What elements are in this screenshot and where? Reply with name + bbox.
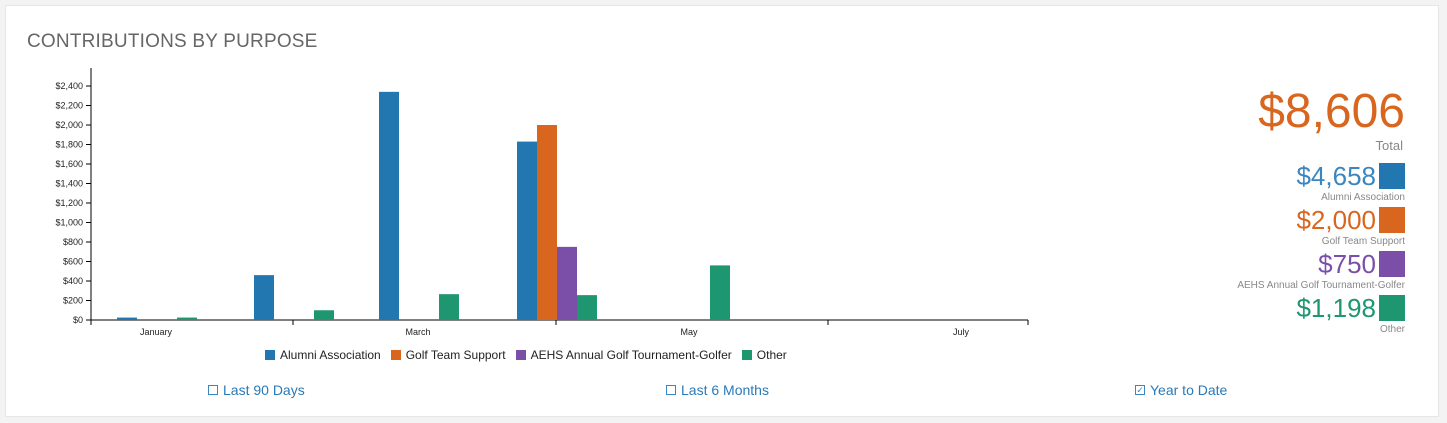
bar: [557, 246, 577, 320]
summary-swatch: [1379, 295, 1405, 321]
checkbox-icon[interactable]: [666, 385, 676, 395]
legend-label: Golf Team Support: [405, 348, 506, 362]
y-tick-label: $2,400: [55, 81, 83, 91]
legend-swatch: [741, 350, 752, 360]
bar: [577, 295, 597, 320]
range-label: Last 6 Months: [681, 382, 769, 398]
y-tick-label: $400: [63, 276, 83, 286]
summary-row-golf-team: $2,000: [1237, 207, 1405, 233]
y-tick-label: $1,400: [55, 179, 83, 189]
chart-legend: Alumni Association Golf Team Support AEH…: [265, 348, 787, 362]
range-year-to-date[interactable]: ✓ Year to Date: [1135, 382, 1227, 398]
y-tick-label: $1,800: [55, 140, 83, 150]
summary-value: $4,658: [1296, 161, 1376, 191]
legend-item-aehs: AEHS Annual Golf Tournament-Golfer: [515, 348, 732, 362]
legend-item-golf-team: Golf Team Support: [390, 348, 506, 362]
summary-swatch: [1379, 163, 1405, 189]
x-tick-label: July: [953, 327, 970, 337]
page-title: CONTRIBUTIONS BY PURPOSE: [27, 31, 318, 52]
summary-value: $750: [1318, 249, 1376, 279]
chart-panel: CONTRIBUTIONS BY PURPOSE $0 $200 $400 $600 $…: [5, 5, 1439, 417]
legend-swatch: [390, 350, 401, 360]
legend-swatch: [265, 350, 275, 360]
bar-chart: $0 $200 $400 $600 $800 $1,000 $1,200 $1,400 $1,6…: [55, 68, 1029, 337]
range-label: Year to Date: [1150, 382, 1228, 398]
bar: [517, 141, 537, 320]
summary-value: $2,000: [1296, 205, 1376, 235]
checkbox-icon[interactable]: [208, 385, 218, 395]
x-tick-label: March: [405, 327, 430, 337]
bar: [710, 265, 730, 320]
x-tick-label: May: [680, 327, 698, 337]
y-tick-label: $0: [73, 315, 83, 325]
legend-item-alumni: Alumni Association: [265, 348, 381, 362]
y-tick-label: $1,600: [55, 159, 83, 169]
summary-row-alumni: $4,658: [1237, 163, 1405, 189]
y-tick-label: $1,000: [55, 218, 83, 228]
x-tick-label: January: [140, 327, 173, 337]
legend-label: AEHS Annual Golf Tournament-Golfer: [530, 348, 732, 362]
summary-panel: $8,606 Total $4,658 Alumni Association $…: [1237, 84, 1405, 339]
legend-label: Alumni Association: [280, 348, 381, 362]
summary-label: Golf Team Support: [1321, 236, 1405, 247]
summary-label: Alumni Association: [1321, 192, 1405, 203]
checkbox-checked-icon[interactable]: ✓: [1135, 385, 1145, 395]
bar: [314, 310, 334, 320]
y-tick-label: $200: [63, 296, 83, 306]
summary-swatch: [1379, 251, 1405, 277]
total-value: $8,606: [1258, 85, 1405, 138]
legend-swatch: [515, 350, 526, 360]
y-tick-label: $1,200: [55, 198, 83, 208]
y-tick-label: $2,200: [55, 101, 83, 111]
bar: [177, 317, 197, 320]
range-label: Last 90 Days: [223, 382, 305, 398]
legend-item-other: Other: [741, 348, 787, 362]
bar: [117, 317, 137, 320]
bar: [439, 294, 459, 320]
summary-row-other: $1,198: [1237, 295, 1405, 321]
y-tick-label: $800: [63, 237, 83, 247]
legend-label: Other: [756, 348, 787, 362]
range-last-6-months[interactable]: Last 6 Months: [666, 382, 769, 398]
summary-label: AEHS Annual Golf Tournament-Golfer: [1237, 280, 1405, 291]
bar: [379, 91, 399, 320]
y-tick-label: $600: [63, 257, 83, 267]
summary-label: Other: [1379, 324, 1405, 335]
bar: [537, 125, 557, 320]
bar: [254, 275, 274, 320]
summary-row-aehs: $750: [1237, 251, 1405, 277]
range-last-90-days[interactable]: Last 90 Days: [208, 382, 305, 398]
summary-value: $1,198: [1296, 293, 1376, 323]
total-label: Total: [1375, 138, 1403, 153]
y-tick-label: $2,000: [55, 120, 83, 130]
summary-swatch: [1379, 207, 1405, 233]
